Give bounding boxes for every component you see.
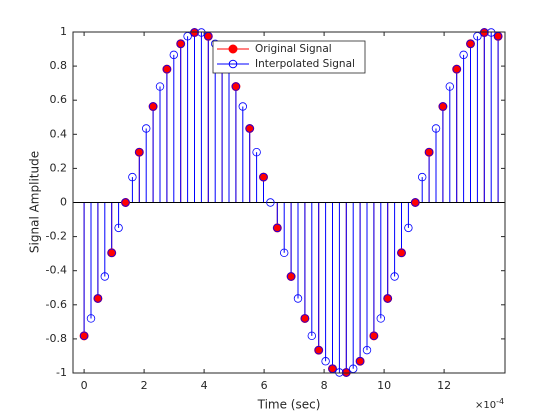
legend-label: Interpolated Signal xyxy=(255,58,355,70)
y-tick-label: 0.2 xyxy=(50,161,68,174)
legend-marker xyxy=(228,44,238,54)
marker xyxy=(376,314,385,323)
x-tick-label: 10 xyxy=(377,379,391,392)
marker xyxy=(86,314,96,323)
y-tick-label: -0.8 xyxy=(46,332,67,345)
marker xyxy=(162,64,172,74)
marker xyxy=(190,28,199,37)
marker xyxy=(431,124,441,133)
axes-box xyxy=(72,31,506,374)
marker xyxy=(445,82,454,91)
marker xyxy=(466,39,475,48)
marker xyxy=(411,198,420,207)
legend-marker xyxy=(228,59,238,69)
marker xyxy=(342,368,351,377)
legend-label: Original Signal xyxy=(255,43,332,55)
marker xyxy=(93,294,103,303)
x-multiplier-exponent: -4 xyxy=(496,397,504,406)
y-tick-label: 0.8 xyxy=(50,59,68,72)
y-tick-label: 0.6 xyxy=(50,93,68,106)
marker xyxy=(369,331,379,341)
y-axis-label: Signal Amplitude xyxy=(28,151,42,253)
y-tick-label: 1 xyxy=(60,25,67,38)
marker xyxy=(487,28,496,37)
marker xyxy=(424,148,434,157)
marker xyxy=(169,50,178,60)
marker xyxy=(418,172,427,182)
marker xyxy=(383,294,392,303)
marker xyxy=(107,248,116,257)
marker xyxy=(390,272,399,281)
marker xyxy=(259,172,268,182)
y-tick-label: -0.6 xyxy=(46,298,67,311)
marker xyxy=(121,198,130,207)
marker xyxy=(293,294,303,303)
marker xyxy=(100,272,109,281)
marker xyxy=(197,28,206,37)
marker xyxy=(286,272,296,281)
marker xyxy=(252,148,261,157)
marker xyxy=(231,82,241,91)
marker xyxy=(397,248,406,257)
x-tick-label: 6 xyxy=(261,379,268,392)
marker xyxy=(79,331,89,341)
marker xyxy=(176,39,185,48)
x-multiplier: ×10-4 xyxy=(475,397,504,412)
marker xyxy=(321,357,330,366)
x-axis-label: Time (sec) xyxy=(257,398,321,412)
marker xyxy=(114,223,123,233)
marker xyxy=(404,223,413,233)
marker xyxy=(438,102,448,111)
legend-box xyxy=(212,40,366,74)
marker xyxy=(459,50,468,60)
marker xyxy=(148,102,158,111)
marker xyxy=(155,82,165,91)
y-tick-label: 0.4 xyxy=(50,127,68,140)
x-tick-label: 2 xyxy=(141,379,148,392)
marker xyxy=(480,28,489,37)
marker xyxy=(355,357,365,366)
y-tick-label: 0 xyxy=(60,196,67,209)
x-tick-label: 8 xyxy=(321,379,328,392)
marker xyxy=(135,148,144,157)
marker xyxy=(307,331,316,341)
marker xyxy=(245,124,254,133)
marker xyxy=(300,314,310,323)
y-tick-label: -0.4 xyxy=(46,264,67,277)
marker xyxy=(273,223,282,233)
x-tick-label: 4 xyxy=(201,379,208,392)
y-tick-label: -0.2 xyxy=(46,230,67,243)
marker xyxy=(314,345,323,355)
marker xyxy=(362,345,372,355)
x-tick-label: 12 xyxy=(437,379,451,392)
marker xyxy=(452,64,461,74)
marker xyxy=(128,172,137,182)
x-tick-label: 0 xyxy=(81,379,88,392)
marker xyxy=(238,102,247,111)
marker xyxy=(335,368,344,377)
marker xyxy=(266,198,275,207)
marker xyxy=(280,248,289,257)
marker xyxy=(141,124,151,133)
x-multiplier-base: ×10 xyxy=(475,400,496,411)
y-tick-label: -1 xyxy=(56,366,67,379)
